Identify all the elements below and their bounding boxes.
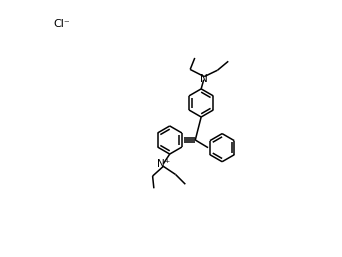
- Text: N⁺: N⁺: [157, 159, 170, 169]
- Text: N: N: [200, 74, 208, 84]
- Text: Cl⁻: Cl⁻: [53, 19, 70, 29]
